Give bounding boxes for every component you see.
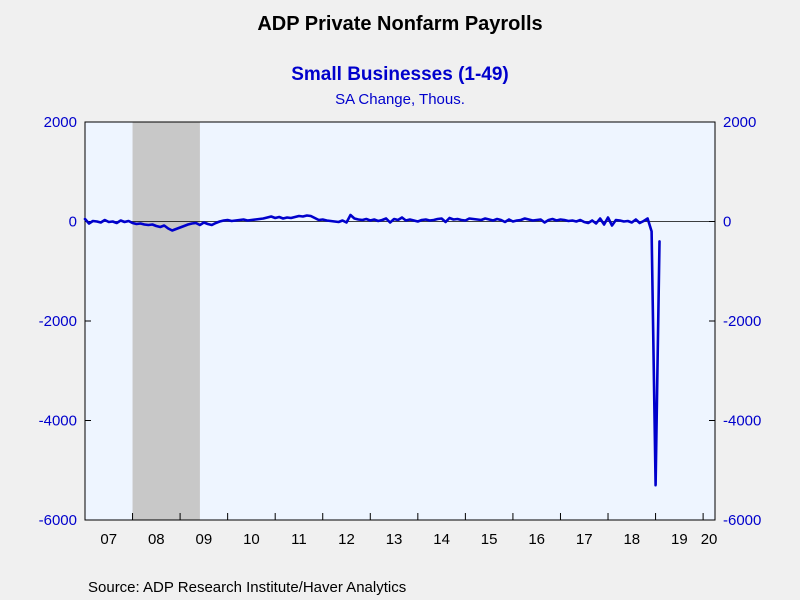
chart-title: ADP Private Nonfarm Payrolls [257, 13, 542, 35]
x-tick-label: 10 [243, 531, 260, 548]
recession-shading [132, 122, 200, 520]
x-tick-label: 20 [701, 531, 718, 548]
y-tick-label-left: -4000 [39, 413, 77, 430]
y-tick-label-right: -4000 [723, 413, 761, 430]
x-tick-label: 11 [291, 531, 307, 548]
x-tick-label: 13 [386, 531, 403, 548]
x-tick-label: 18 [623, 531, 640, 548]
x-tick-label: 08 [148, 531, 165, 548]
y-tick-label-right: -6000 [723, 512, 761, 529]
series-line [83, 213, 661, 487]
y-tick-label-right: 2000 [723, 114, 756, 131]
plot-area: 2000 2000 0 0 -2000 -2000 -4000 -4000 -6000 -6000… [39, 114, 762, 548]
y-tick-label-right: -2000 [723, 313, 761, 330]
unit-label: SA Change, Thous. [335, 91, 465, 108]
x-tick-label: 12 [338, 531, 355, 548]
chart-subtitle: Small Businesses (1-49) [291, 64, 509, 85]
x-tick-label: 15 [481, 531, 498, 548]
x-tick-label: 14 [433, 531, 450, 548]
x-tick-label: 07 [100, 531, 117, 548]
x-tick-label: 16 [528, 531, 545, 548]
source-note: Source: ADP Research Institute/Haver Ana… [88, 579, 406, 596]
y-tick-label-left: -6000 [39, 512, 77, 529]
y-tick-label-left: -2000 [39, 313, 77, 330]
x-tick-label: 19 [671, 531, 688, 548]
y-tick-label-left: 2000 [44, 114, 77, 131]
y-tick-label-left: 0 [69, 214, 77, 231]
x-tick-label: 09 [196, 531, 213, 548]
x-tick-label: 17 [576, 531, 593, 548]
y-tick-label-right: 0 [723, 214, 731, 231]
